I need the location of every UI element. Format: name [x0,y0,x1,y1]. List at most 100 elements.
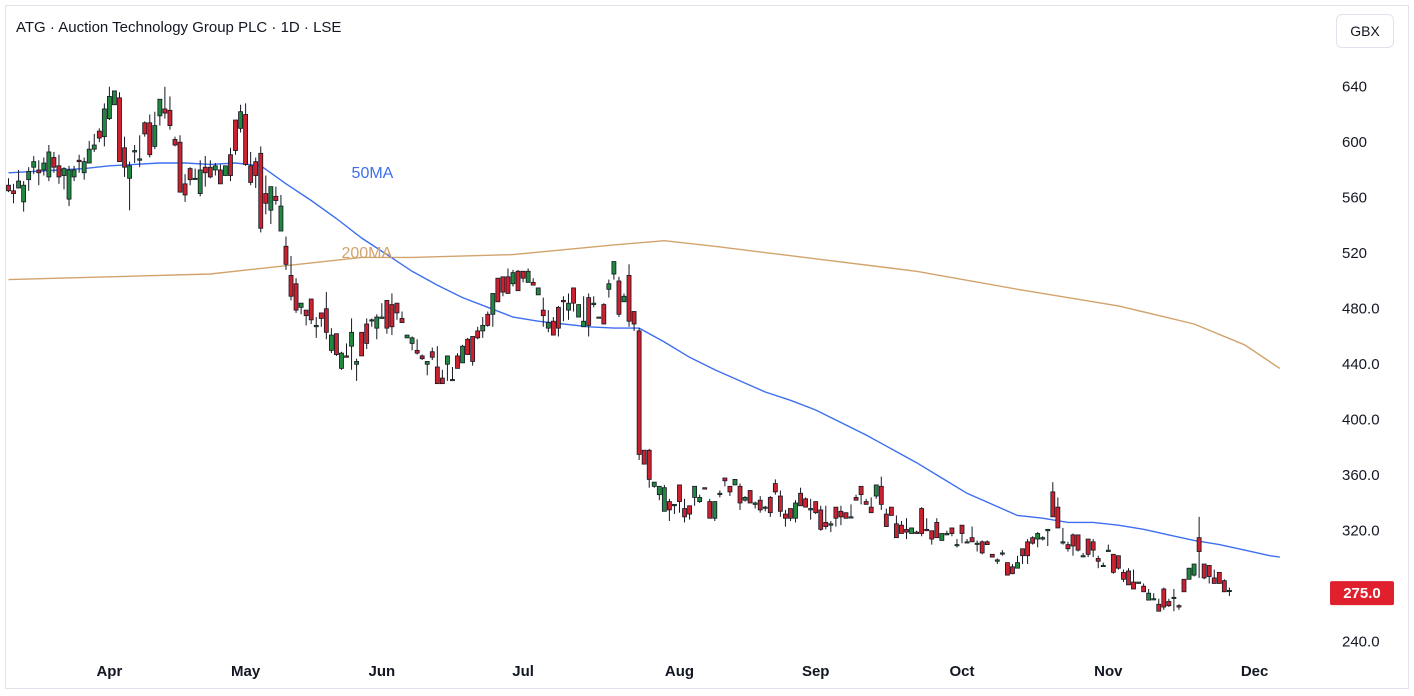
candle-body [1136,581,1141,584]
candle [36,160,42,186]
candle-body [162,108,168,114]
candle [71,165,77,182]
candle [1035,532,1041,548]
ma50-line [8,162,1280,558]
candle [298,302,304,315]
candle-body [601,304,607,325]
candle-body [823,522,829,527]
candle [56,154,62,184]
time-tick-label: Jul [512,663,534,680]
candle [646,448,652,488]
time-tick-label: Apr [96,663,122,680]
candle [1156,598,1162,612]
candle [117,92,122,163]
candle [808,498,814,520]
price-axis[interactable]: 640 600 560 520 480.0 440.0 400.0 360.0 320.0 240… [1342,79,1380,651]
candle [31,156,37,175]
candle-body [999,552,1005,555]
candle [944,530,950,536]
candle [424,361,430,376]
candle [1221,579,1227,593]
candle-body [863,501,869,505]
candle-body [107,96,112,120]
candle-body [1085,538,1091,555]
candle [26,167,32,191]
candle [989,553,995,558]
candle [228,147,233,182]
candle [1085,538,1091,558]
candle [626,264,632,327]
candle [384,299,390,334]
candle-body [51,157,57,168]
candle-body [1055,506,1061,529]
candle-body [954,544,960,547]
candle-body [1040,537,1046,540]
candle-body [1131,581,1136,590]
candle-body [182,183,188,196]
candle-body [334,333,339,355]
time-axis[interactable]: Apr May Jun Jul Aug Sep Oct Nov Dec [96,663,1268,680]
candle [364,318,370,349]
candle-body [944,533,950,536]
candle [359,331,365,357]
ma200-label: 200MA [341,245,392,262]
candle [339,351,344,370]
candle-body [697,497,703,502]
candle [404,334,410,339]
candle-body [934,522,940,539]
price-tick-label: 320.0 [1342,523,1380,540]
candle [510,269,516,287]
candle-body [258,152,264,229]
candle-body [223,165,228,176]
candle-body [46,151,52,178]
candle-body [283,245,289,265]
time-tick-label: Dec [1241,663,1269,680]
candle-body [1166,601,1172,607]
candle-body [1206,565,1212,577]
candle [888,506,894,516]
candle [561,296,566,322]
candle-body [757,499,763,511]
candle [1050,482,1056,518]
candle [76,154,82,173]
candle [899,521,904,534]
candle [1126,568,1131,586]
candle [419,354,425,361]
candle [1030,536,1036,545]
candle-body [742,497,748,501]
candle-body [712,501,718,519]
candle-body [112,90,117,106]
candle [1131,569,1136,590]
candle [853,494,859,501]
candle-body [1121,571,1126,580]
candle [137,135,143,168]
candle-body [833,506,839,519]
candle [379,303,385,319]
candle-body [470,336,476,362]
candle [414,339,420,355]
candle [238,104,243,133]
candle-body [61,168,67,176]
candle [838,505,844,526]
candle-body [439,377,445,385]
candle [752,501,758,509]
candle-body [36,169,42,174]
candle-body [434,366,440,385]
candle-body [979,541,985,554]
candle-body [66,169,72,200]
candle [273,186,279,205]
ma200-line [8,239,1281,369]
candle-body [949,527,955,534]
candle-body [495,277,501,303]
candle-body [21,184,27,203]
candle-body [1020,548,1025,557]
price-tick-label: 520 [1342,245,1367,262]
candle [500,276,506,297]
candle [914,530,919,534]
candle [66,165,72,207]
candle-body [298,302,304,308]
candle [157,98,163,126]
candle [480,317,486,338]
currency-button[interactable]: GBX [1336,14,1394,48]
